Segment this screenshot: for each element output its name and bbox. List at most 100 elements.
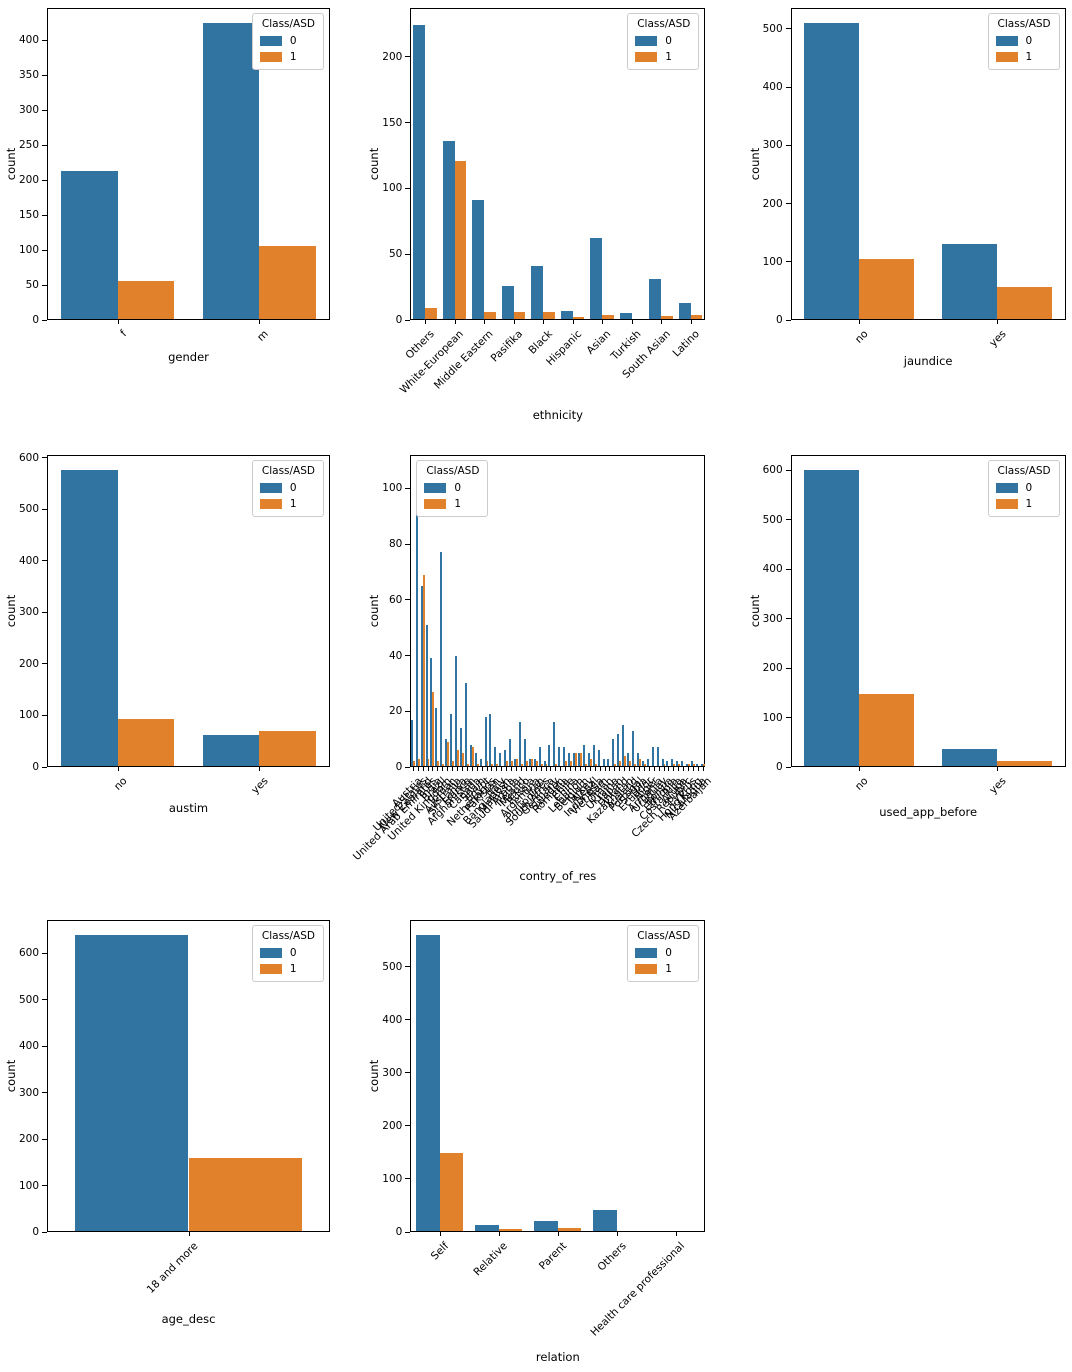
legend-label: 1 bbox=[289, 51, 297, 63]
x-tick-mark bbox=[653, 767, 655, 771]
bar-contry_of_res-class0 bbox=[646, 759, 649, 766]
bar-contry_of_res-class0 bbox=[651, 747, 654, 766]
x-tick-mark bbox=[461, 767, 463, 771]
bar-contry_of_res-class0 bbox=[499, 753, 502, 766]
axis-ylabel: count bbox=[4, 1059, 18, 1093]
x-tick-mark bbox=[619, 767, 621, 771]
bar-contry_of_res-class0 bbox=[450, 714, 453, 766]
legend-label: 1 bbox=[665, 963, 672, 975]
legend-swatch-class0 bbox=[635, 948, 658, 958]
bar-contry_of_res-class0 bbox=[410, 720, 413, 766]
bar-contry_of_res-class1 bbox=[555, 764, 558, 766]
x-tick-mark bbox=[520, 767, 522, 771]
x-tick-label: Health care professional bbox=[588, 1240, 688, 1339]
y-tick-mark bbox=[785, 28, 791, 30]
y-tick-label: 150 bbox=[18, 209, 39, 222]
x-tick-label: yes bbox=[249, 775, 271, 797]
legend-swatch-class1 bbox=[424, 499, 447, 509]
bar-contry_of_res-class1 bbox=[506, 761, 509, 766]
bar-contry_of_res-class1 bbox=[634, 764, 636, 766]
x-tick-mark bbox=[702, 767, 704, 771]
legend-title: Class/ASD bbox=[261, 18, 315, 30]
bar-ethnicity-class1 bbox=[572, 317, 585, 319]
bar-ethnicity-class1 bbox=[543, 312, 555, 319]
bar-contry_of_res-class0 bbox=[455, 656, 458, 766]
legend-swatch-class0 bbox=[635, 36, 658, 46]
bar-austim-class0 bbox=[61, 470, 118, 766]
bar-ethnicity-class1 bbox=[454, 161, 467, 319]
chart-gender: 0 50 100 150 200 250 300 350 400 f m count gender Cla… bbox=[0, 0, 357, 447]
y-tick-mark bbox=[42, 249, 47, 251]
bar-contry_of_res-class1 bbox=[471, 747, 474, 766]
bar-contry_of_res-class0 bbox=[676, 761, 679, 766]
x-tick-mark bbox=[525, 767, 527, 771]
legend-title: Class/ASD bbox=[637, 930, 691, 942]
x-tick-label: yes bbox=[987, 775, 1009, 797]
legend-label: 0 bbox=[289, 947, 297, 959]
x-tick-mark bbox=[604, 767, 606, 771]
bar-austim-class1 bbox=[259, 731, 316, 766]
axis-xlabel: gender bbox=[168, 350, 209, 364]
x-tick-mark bbox=[457, 767, 459, 771]
legend-label: 1 bbox=[454, 498, 462, 510]
bar-contry_of_res-class0 bbox=[420, 586, 423, 766]
bar-contry_of_res-class0 bbox=[445, 739, 448, 766]
y-tick-label: 100 bbox=[762, 711, 783, 724]
y-tick-mark bbox=[785, 519, 791, 521]
y-tick-label: 600 bbox=[762, 464, 783, 477]
axis-xlabel: contry_of_res bbox=[519, 869, 597, 883]
y-tick-mark bbox=[785, 203, 791, 205]
y-tick-mark bbox=[42, 109, 47, 111]
x-tick-mark bbox=[629, 767, 631, 771]
bar-contry_of_res-class0 bbox=[415, 513, 418, 766]
bar-contry_of_res-class0 bbox=[641, 761, 644, 766]
bar-contry_of_res-class0 bbox=[700, 764, 703, 766]
y-tick-label: 200 bbox=[382, 50, 403, 63]
x-tick-mark bbox=[117, 320, 119, 324]
legend-swatch-class1 bbox=[635, 52, 658, 62]
x-tick-mark bbox=[476, 767, 478, 771]
legend-label: 0 bbox=[454, 482, 462, 494]
x-tick-mark bbox=[658, 767, 660, 771]
y-tick-mark bbox=[405, 966, 411, 968]
x-tick-label: Pasifika bbox=[488, 328, 526, 365]
bar-contry_of_res-class1 bbox=[702, 764, 705, 766]
legend-entry-class1: 1 bbox=[635, 49, 690, 65]
y-tick-mark bbox=[42, 214, 47, 216]
x-tick-mark bbox=[425, 320, 427, 324]
y-tick-label: 100 bbox=[762, 255, 783, 268]
bar-contry_of_res-class1 bbox=[525, 761, 528, 766]
x-tick-label: no bbox=[853, 775, 871, 793]
legend-entry-class0: 0 bbox=[995, 33, 1051, 49]
bar-contry_of_res-class0 bbox=[548, 745, 551, 766]
x-tick-mark bbox=[560, 767, 562, 771]
chart-used_app_before: 0 100 200 300 400 500 600 no yes count used_app_be… bbox=[715, 447, 1072, 912]
y-tick-mark bbox=[785, 261, 791, 263]
bar-contry_of_res-class0 bbox=[681, 761, 684, 766]
axis-xlabel: jaundice bbox=[903, 354, 953, 368]
legend-entry-class1: 1 bbox=[259, 49, 315, 65]
bar-relation-class0 bbox=[475, 1225, 499, 1231]
bar-contry_of_res-class0 bbox=[509, 739, 512, 766]
x-tick-mark bbox=[693, 767, 695, 771]
legend: Class/ASD 0 1 bbox=[251, 13, 324, 70]
bar-contry_of_res-class1 bbox=[619, 761, 622, 766]
y-tick-mark bbox=[42, 611, 47, 613]
bar-contry_of_res-class1 bbox=[579, 753, 582, 766]
bar-ethnicity-class1 bbox=[425, 308, 437, 319]
legend-label: 1 bbox=[665, 51, 672, 63]
bar-contry_of_res-class1 bbox=[535, 761, 538, 766]
bar-ethnicity-class0 bbox=[590, 238, 603, 319]
bar-contry_of_res-class0 bbox=[440, 552, 443, 766]
legend-entry-class0: 0 bbox=[995, 480, 1051, 496]
y-tick-mark bbox=[405, 487, 411, 489]
x-tick-mark bbox=[634, 767, 636, 771]
bar-contry_of_res-class0 bbox=[568, 753, 571, 766]
y-tick-label: 400 bbox=[762, 81, 783, 94]
bar-contry_of_res-class1 bbox=[511, 761, 514, 766]
legend-entry-class1: 1 bbox=[259, 961, 315, 977]
bar-contry_of_res-class0 bbox=[518, 722, 521, 766]
x-tick-mark bbox=[599, 767, 601, 771]
bar-contry_of_res-class0 bbox=[489, 714, 492, 766]
x-tick-mark bbox=[555, 767, 557, 771]
